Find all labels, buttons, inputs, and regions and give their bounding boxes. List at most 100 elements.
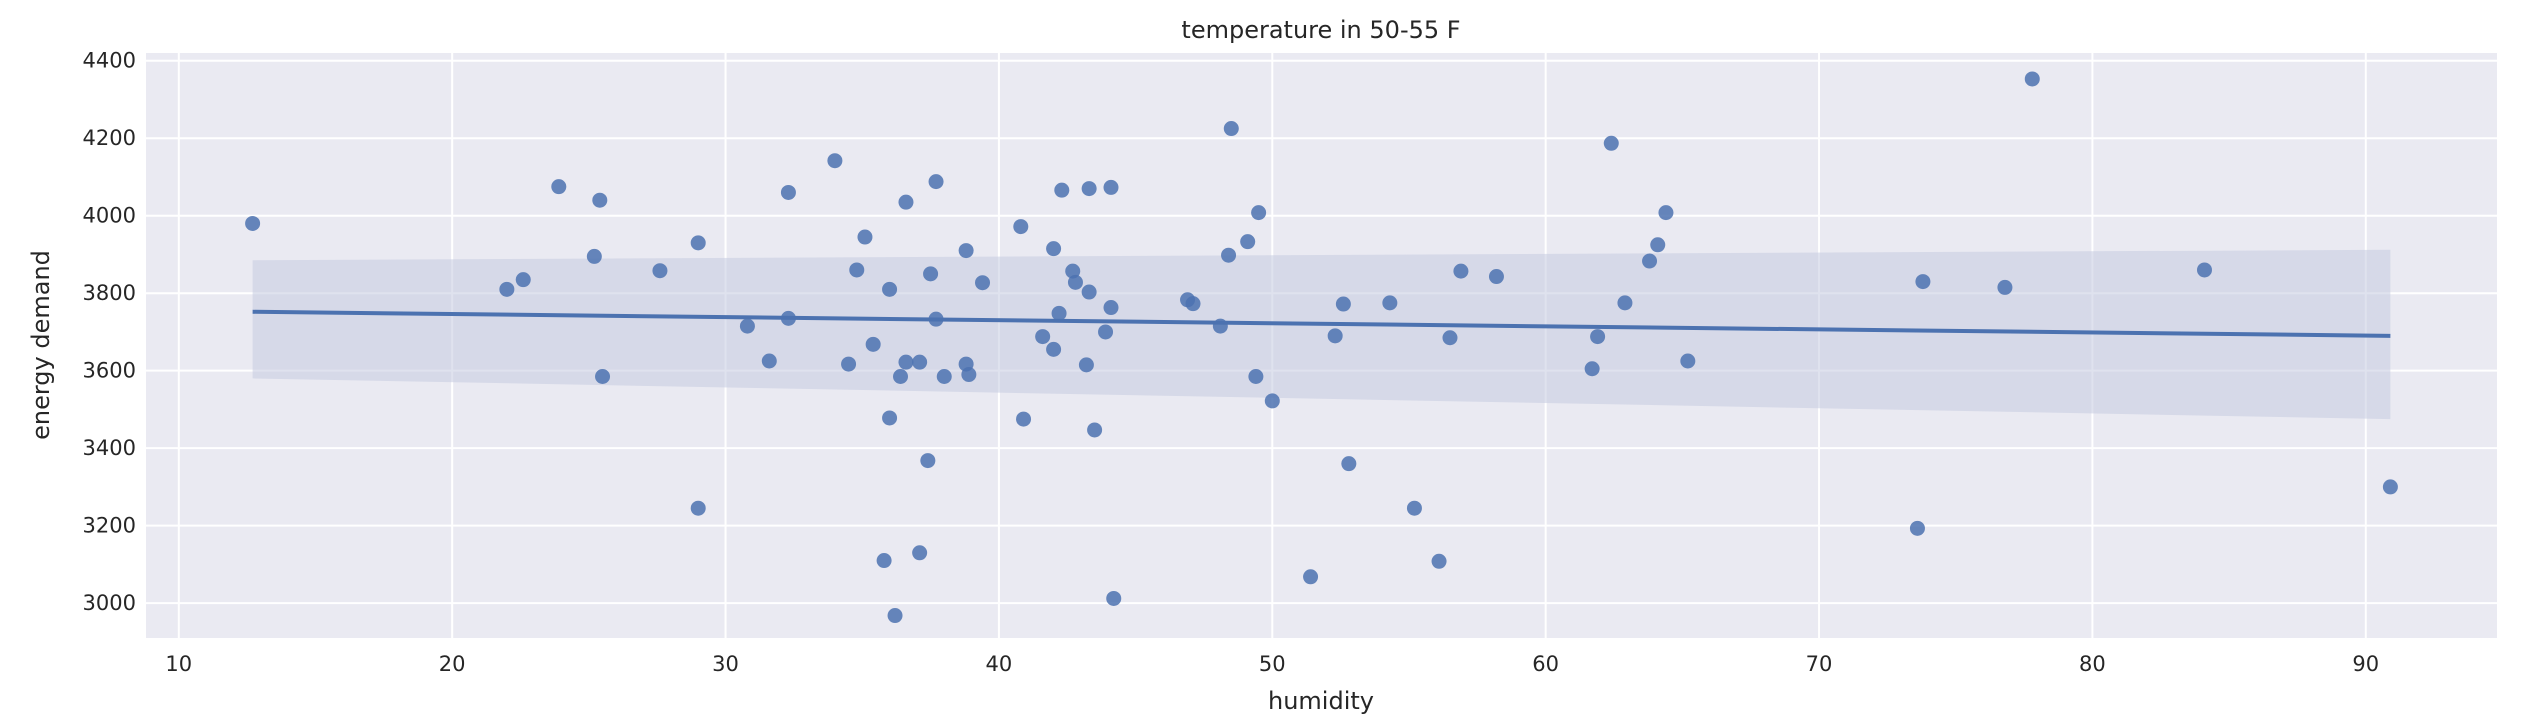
data-point (1453, 263, 1469, 279)
data-point (920, 453, 936, 469)
data-point (1081, 181, 1097, 197)
data-point (928, 174, 944, 190)
data-point (761, 353, 777, 369)
data-point (1590, 329, 1606, 345)
data-point (1248, 368, 1264, 384)
data-point (245, 215, 261, 231)
data-point (865, 336, 881, 352)
data-point (690, 235, 706, 251)
data-point (1406, 500, 1422, 516)
data-point (1013, 219, 1029, 235)
data-point (961, 367, 977, 383)
data-point (882, 281, 898, 297)
data-point (1488, 269, 1504, 285)
x-tick-label: 20 (439, 652, 466, 676)
chart-title: temperature in 50-55 F (1181, 16, 1460, 44)
data-point (1046, 241, 1062, 257)
data-point (958, 243, 974, 259)
y-tick-label: 3200 (83, 514, 136, 538)
data-point (652, 263, 668, 279)
data-point (876, 553, 892, 569)
data-point (1046, 341, 1062, 357)
data-point (1382, 295, 1398, 311)
x-axis-label: humidity (1268, 687, 1374, 714)
data-point (857, 229, 873, 245)
data-point (780, 184, 796, 200)
data-point (2024, 71, 2040, 87)
data-point (592, 192, 608, 208)
data-point (893, 368, 909, 384)
data-point (1264, 393, 1280, 409)
data-point (2196, 262, 2212, 278)
data-point (1603, 135, 1619, 151)
data-point (1051, 305, 1067, 321)
x-tick-labels: 10 20 30 40 50 60 70 80 90 (165, 652, 2379, 676)
data-point (936, 368, 952, 384)
data-point (515, 272, 531, 288)
x-tick-label: 30 (712, 652, 739, 676)
x-tick-label: 60 (1532, 652, 1559, 676)
y-tick-label: 4200 (83, 126, 136, 150)
data-point (690, 500, 706, 516)
data-point (1251, 205, 1267, 221)
data-point (912, 354, 928, 370)
data-point (1185, 296, 1201, 312)
data-point (1223, 121, 1239, 137)
x-tick-label: 70 (1806, 652, 1833, 676)
data-point (898, 194, 914, 210)
y-tick-labels: 3000 3200 3400 3600 3800 4000 4200 4400 (83, 49, 136, 615)
data-point (1054, 182, 1070, 198)
data-point (827, 153, 843, 169)
data-point (1103, 179, 1119, 195)
data-point (1035, 329, 1051, 345)
data-point (1431, 553, 1447, 569)
data-point (1103, 300, 1119, 316)
data-point (1098, 324, 1114, 340)
data-point (1584, 361, 1600, 377)
data-point (1915, 274, 1931, 290)
data-point (1016, 411, 1032, 427)
data-point (849, 262, 865, 278)
y-tick-label: 3600 (83, 359, 136, 383)
data-point (898, 354, 914, 370)
data-point (1067, 274, 1083, 290)
confidence-band (252, 249, 2391, 420)
data-points (245, 71, 2398, 624)
y-tick-label: 3800 (83, 281, 136, 305)
data-point (1658, 205, 1674, 221)
data-point (551, 179, 567, 195)
data-point (1650, 237, 1666, 253)
data-point (1065, 263, 1081, 279)
data-point (923, 266, 939, 282)
data-point (1442, 330, 1458, 346)
data-point (1909, 520, 1925, 536)
data-point (975, 275, 991, 291)
data-point (1303, 569, 1319, 585)
y-tick-label: 3000 (83, 591, 136, 615)
data-point (1078, 357, 1094, 373)
y-axis-label: energy demand (27, 250, 55, 440)
data-point (841, 356, 857, 372)
data-point (1642, 253, 1658, 269)
data-point (887, 608, 903, 624)
data-point (1680, 353, 1696, 369)
y-tick-label: 4000 (83, 204, 136, 228)
data-point (595, 368, 611, 384)
x-tick-label: 50 (1259, 652, 1286, 676)
data-point (1240, 234, 1256, 250)
data-point (1341, 456, 1357, 472)
y-tick-label: 3400 (83, 436, 136, 460)
data-point (882, 410, 898, 426)
data-point (1081, 284, 1097, 300)
data-point (2382, 479, 2398, 495)
data-point (739, 318, 755, 334)
x-tick-label: 40 (986, 652, 1013, 676)
data-point (1335, 296, 1351, 312)
regression-line (252, 309, 2391, 338)
data-point (586, 248, 602, 264)
data-point (1087, 422, 1103, 438)
data-point (1997, 279, 2013, 295)
x-tick-label: 10 (165, 652, 192, 676)
x-tick-label: 90 (2352, 652, 2379, 676)
